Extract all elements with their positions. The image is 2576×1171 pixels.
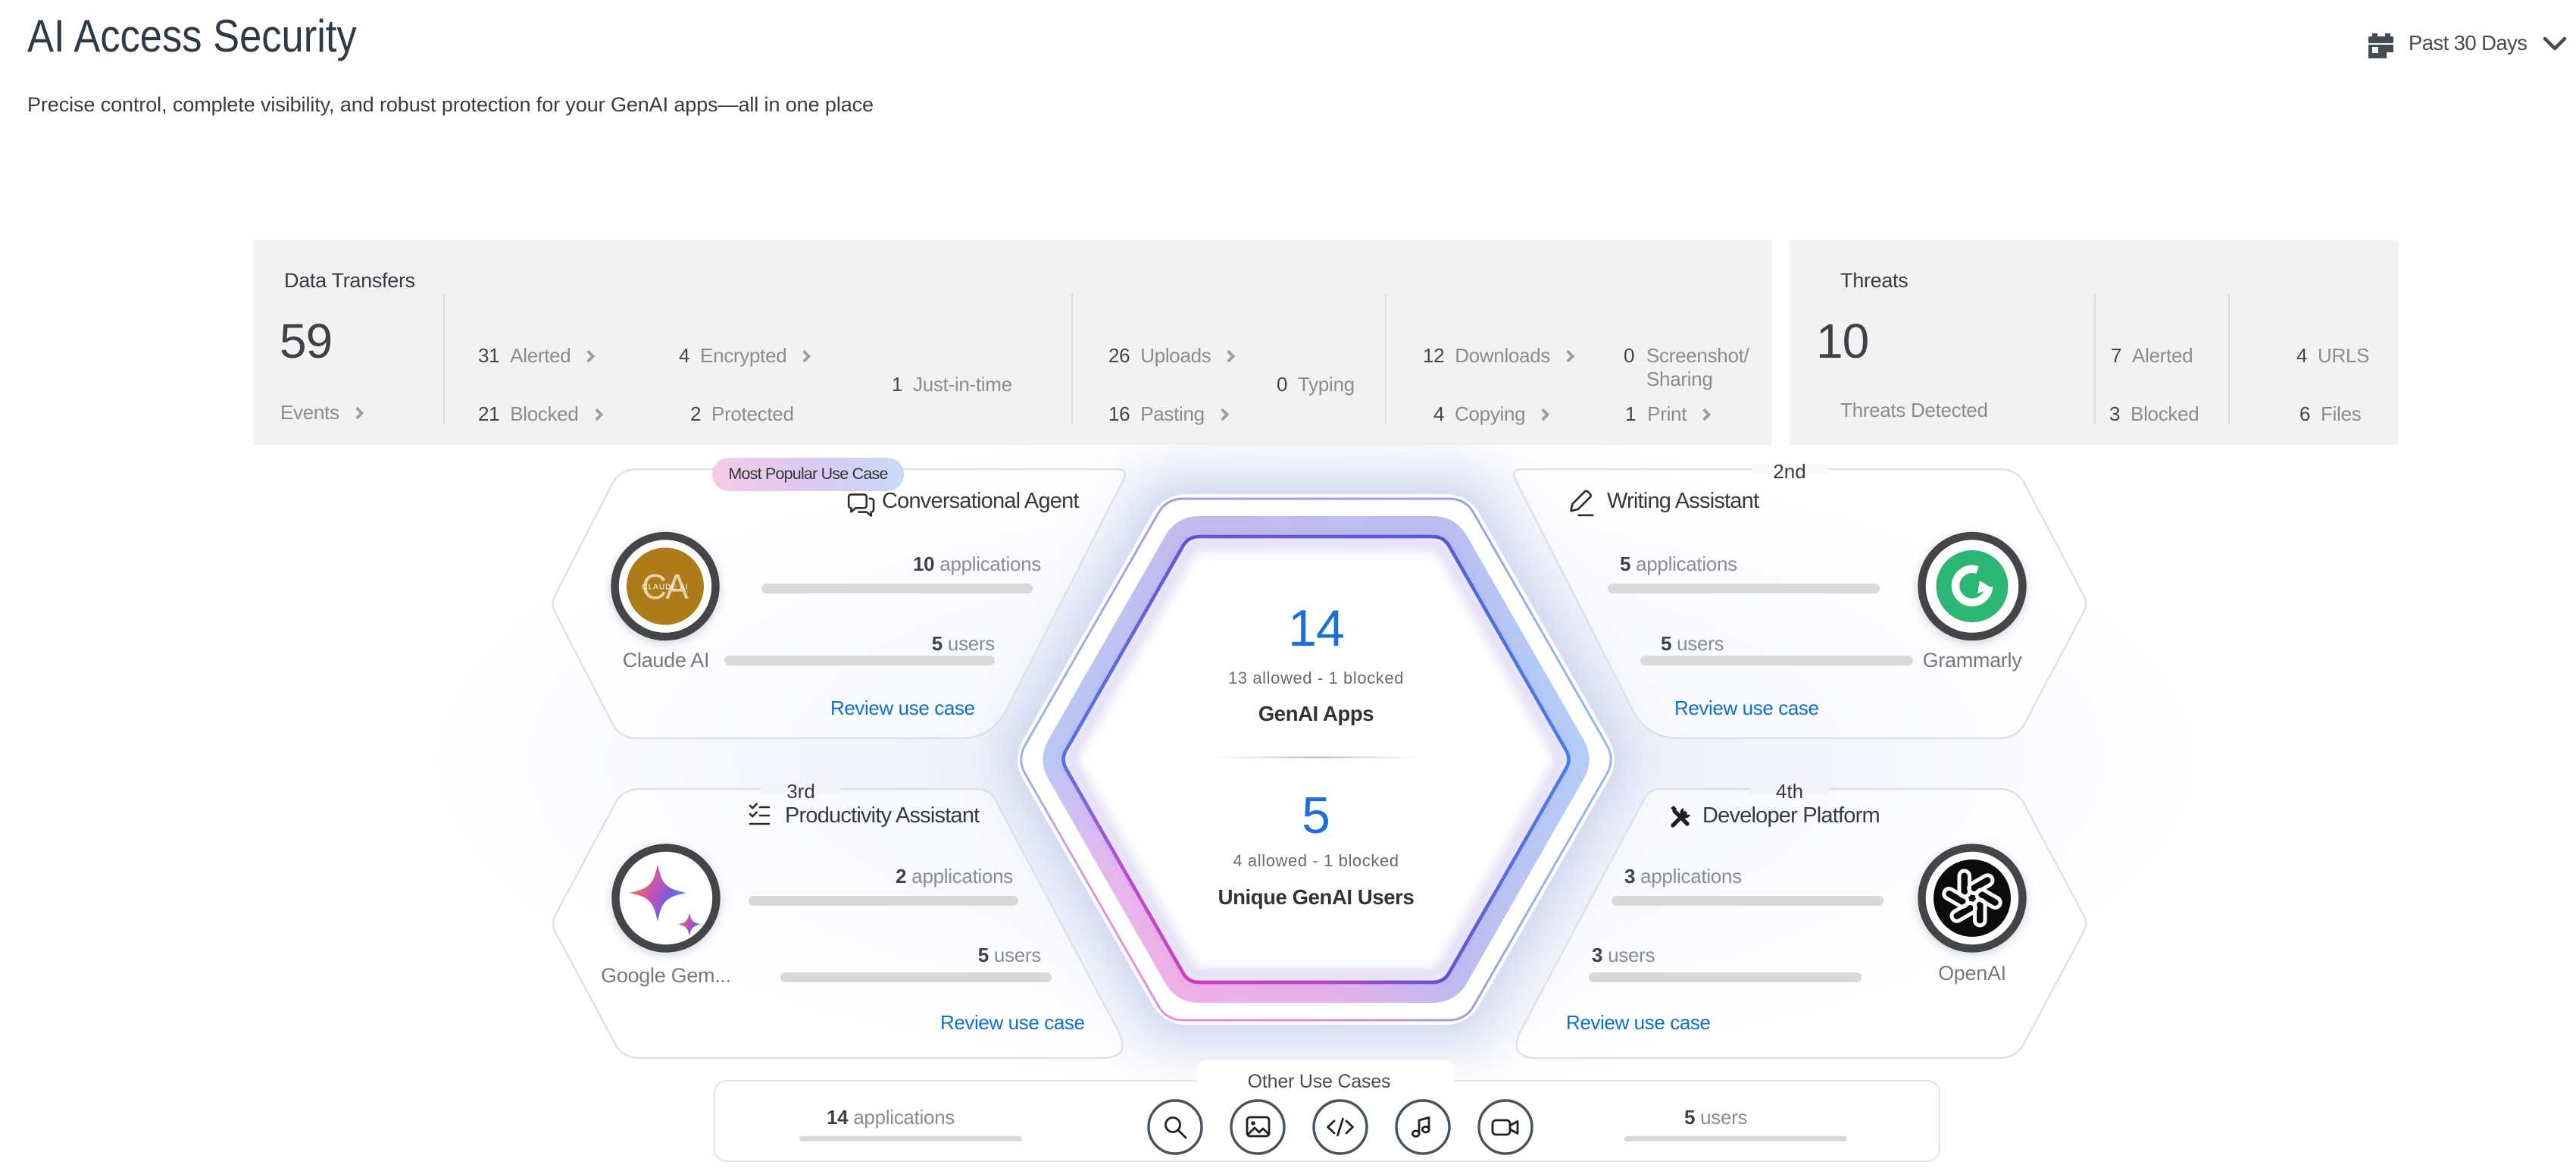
svg-text:CA: CA — [642, 567, 689, 606]
svg-text:CLAUDE AI: CLAUDE AI — [642, 584, 688, 592]
